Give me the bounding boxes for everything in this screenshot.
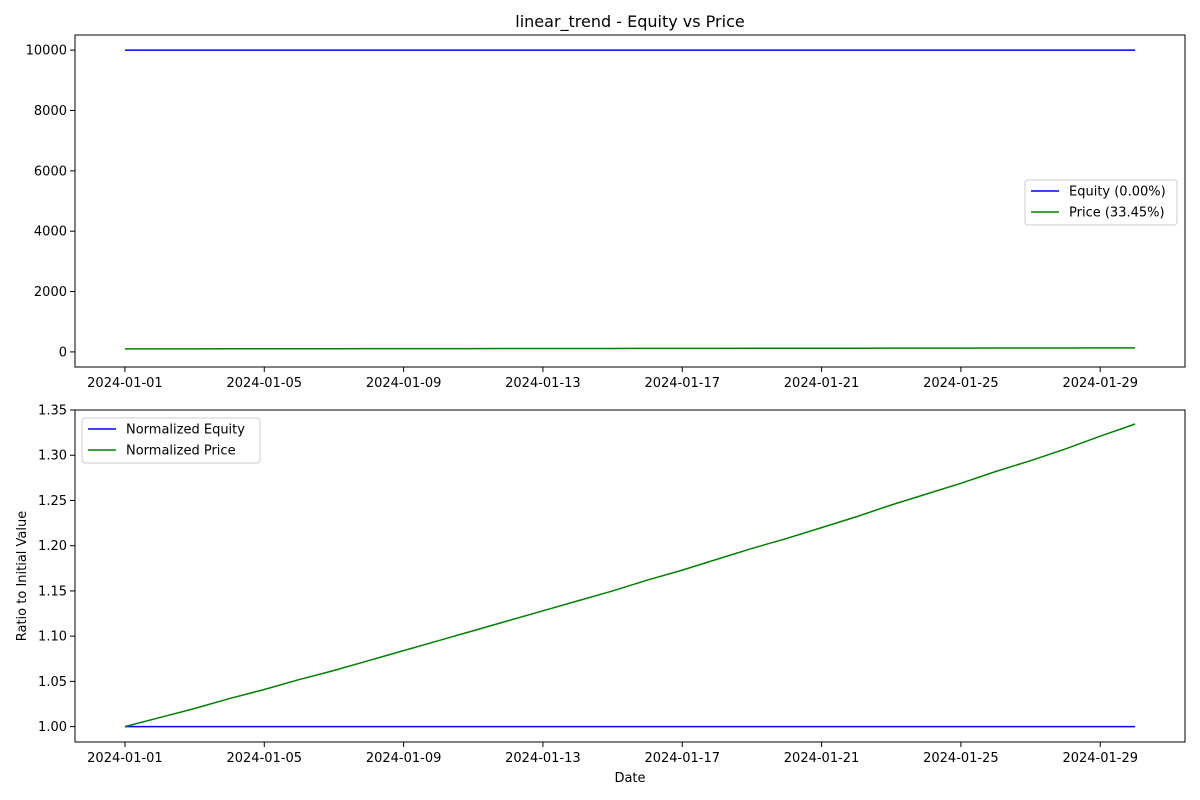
legend-entry: Normalized Price <box>126 444 236 459</box>
legend-box <box>81 417 261 464</box>
x-axis-label: Date <box>614 771 645 786</box>
y-tick-label: 8000 <box>34 104 67 119</box>
chart-title: linear_trend - Equity vs Price <box>515 12 744 32</box>
series-line-price <box>124 347 1136 350</box>
legend-entry: Equity (0.00%) <box>1069 185 1166 200</box>
legend-entry: Price (33.45%) <box>1069 206 1165 221</box>
equity-price-chart: linear_trend - Equity vs Price 2024-01-01… <box>26 12 1186 391</box>
x-tick-label: 2024-01-17 <box>644 376 720 391</box>
axes-frame <box>74 34 1186 368</box>
legend-box <box>1024 179 1178 226</box>
y-tick-label: 1.15 <box>38 584 67 599</box>
x-tick-label: 2024-01-13 <box>505 751 581 766</box>
x-tick-label: 2024-01-29 <box>1062 376 1138 391</box>
y-tick-label: 1.20 <box>38 539 67 554</box>
y-axis-label: Ratio to Initial Value <box>15 511 30 642</box>
x-tick-label: 2024-01-01 <box>87 376 163 391</box>
y-tick-label: 0 <box>59 345 67 360</box>
y-tick-label: 1.10 <box>38 630 67 645</box>
x-tick-label: 2024-01-17 <box>644 751 720 766</box>
y-tick-label: 1.00 <box>38 720 67 735</box>
legend-entry: Normalized Equity <box>126 423 245 438</box>
x-tick-label: 2024-01-05 <box>226 376 302 391</box>
series-line-price <box>124 423 1136 728</box>
y-tick-label: 6000 <box>34 164 67 179</box>
axes-frame <box>74 409 1186 743</box>
x-tick-label: 2024-01-13 <box>505 376 581 391</box>
y-tick-label: 10000 <box>26 44 67 59</box>
y-tick-label: 1.25 <box>38 494 67 509</box>
y-tick-label: 1.35 <box>38 404 67 419</box>
y-tick-label: 4000 <box>34 225 67 240</box>
x-tick-label: 2024-01-05 <box>226 751 302 766</box>
normalized-chart: 2024-01-01 2024-01-05 2024-01-09 2024-01-13… <box>15 404 1186 786</box>
y-tick-label: 1.30 <box>38 449 67 464</box>
x-tick-label: 2024-01-25 <box>923 376 999 391</box>
y-tick-label: 1.05 <box>38 675 67 690</box>
x-tick-label: 2024-01-25 <box>923 751 999 766</box>
y-tick-label: 2000 <box>34 285 67 300</box>
legend: Normalized Equity Normalized Price <box>81 417 261 464</box>
x-tick-label: 2024-01-01 <box>87 751 163 766</box>
legend: Equity (0.00%) Price (33.45%) <box>1024 179 1178 226</box>
x-tick-label: 2024-01-09 <box>366 751 442 766</box>
x-tick-label: 2024-01-21 <box>784 751 860 766</box>
x-tick-label: 2024-01-21 <box>784 376 860 391</box>
x-tick-label: 2024-01-09 <box>366 376 442 391</box>
x-tick-label: 2024-01-29 <box>1062 751 1138 766</box>
